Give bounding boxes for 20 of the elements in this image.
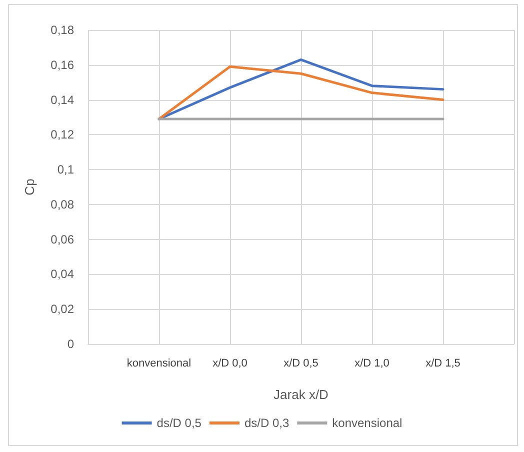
x-tick-label: x/D 1,5: [426, 358, 460, 370]
y-tick-label: 0,1: [57, 162, 74, 177]
y-tick-label: 0,06: [50, 232, 74, 246]
y-tick-label: 0,12: [50, 128, 74, 142]
legend-label: konvensional: [332, 416, 402, 430]
y-tick-label: 0,18: [50, 23, 74, 37]
y-tick-label: 0,08: [50, 197, 74, 212]
x-tick-label: x/D 0,5: [284, 358, 318, 370]
y-tick-label: 0: [67, 337, 74, 351]
y-axis-title: Cp: [22, 178, 37, 196]
x-tick-label: x/D 1,0: [354, 358, 390, 370]
legend-label: ds/D 0,3: [244, 416, 290, 430]
y-tick-label: 0,16: [50, 58, 74, 72]
legend-label: ds/D 0,5: [156, 416, 202, 430]
x-axis-title: Jarak x/D: [274, 387, 328, 402]
x-tick-label: konvensional: [126, 358, 192, 370]
y-tick-label: 0,14: [50, 92, 74, 107]
y-tick-label: 0,04: [50, 267, 74, 282]
x-tick-label: x/D 0,0: [212, 358, 248, 370]
y-tick-label: 0,02: [50, 302, 74, 316]
